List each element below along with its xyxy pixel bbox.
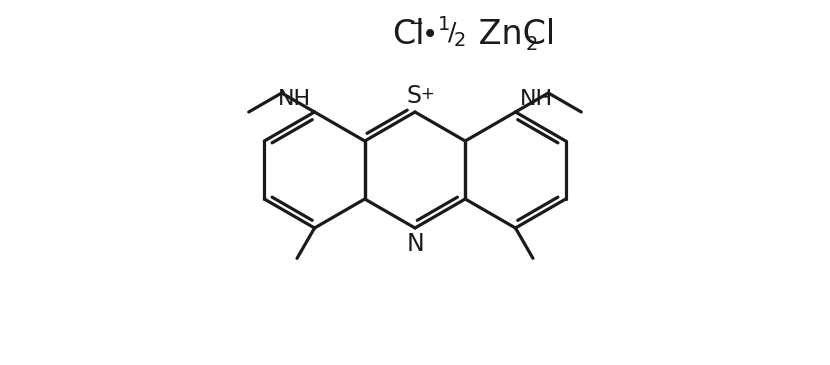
Text: N: N — [406, 232, 424, 256]
Text: 2: 2 — [526, 35, 538, 54]
Text: NH: NH — [277, 89, 310, 109]
Text: 1: 1 — [437, 15, 450, 35]
Text: /: / — [448, 21, 457, 45]
Text: •: • — [422, 21, 438, 49]
Text: Cl: Cl — [392, 19, 424, 51]
Text: NH: NH — [520, 89, 553, 109]
Text: −: − — [408, 15, 423, 33]
Text: S: S — [407, 84, 422, 108]
Text: +: + — [420, 85, 434, 103]
Text: 2: 2 — [454, 31, 466, 50]
Text: ZnCl: ZnCl — [468, 19, 555, 51]
